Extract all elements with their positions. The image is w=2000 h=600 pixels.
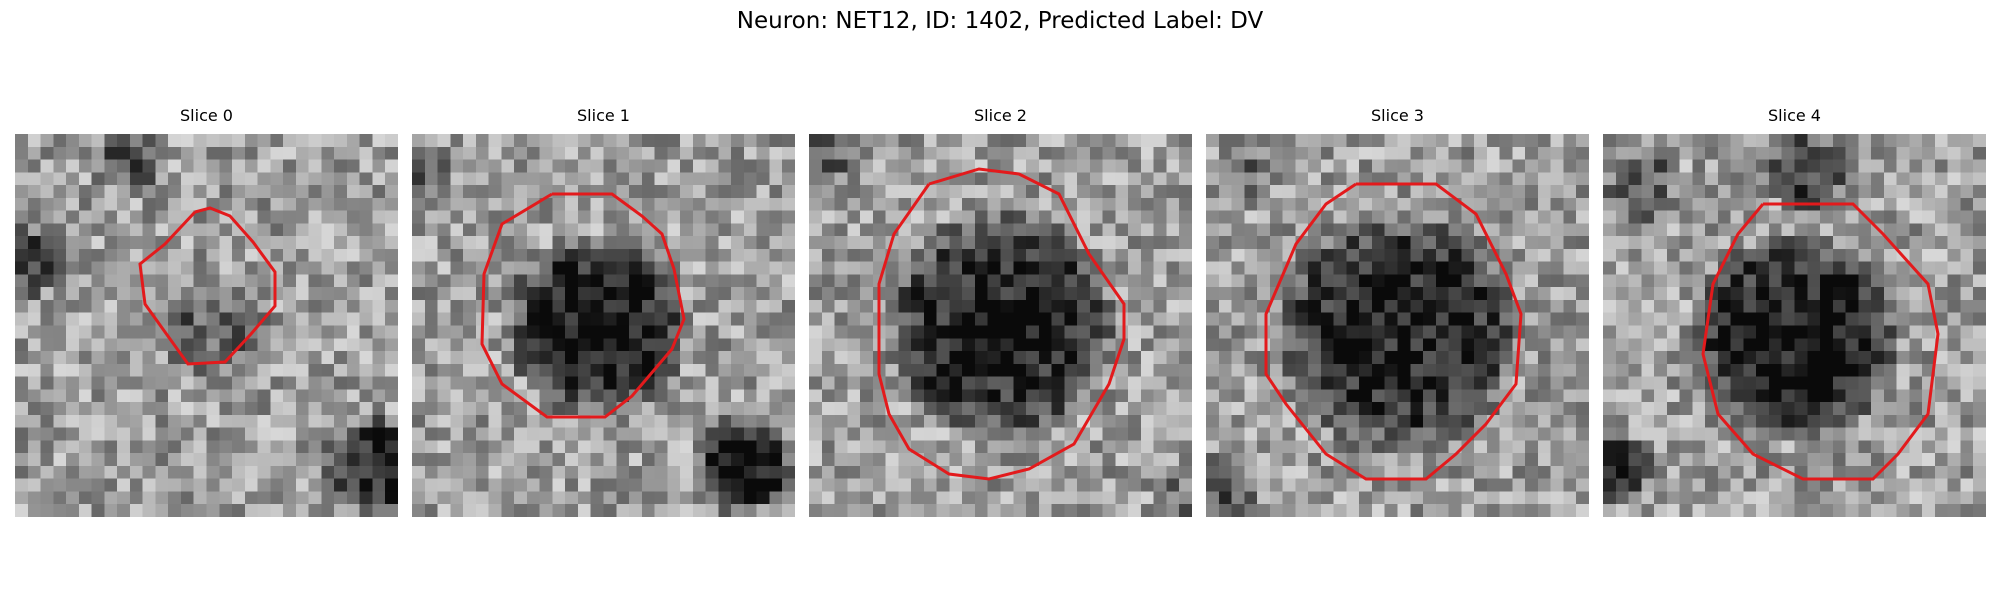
slice-contour-1 bbox=[480, 192, 686, 419]
slice-image-2 bbox=[809, 134, 1192, 517]
slice-title-3: Slice 3 bbox=[1371, 106, 1424, 125]
slice-title-0: Slice 0 bbox=[180, 106, 233, 125]
slice-title-4: Slice 4 bbox=[1768, 106, 1821, 125]
slice-image-4 bbox=[1603, 134, 1986, 517]
slice-panel-0: Slice 0 bbox=[15, 106, 398, 517]
slice-title-2: Slice 2 bbox=[974, 106, 1027, 125]
slice-panel-4: Slice 4 bbox=[1603, 106, 1986, 517]
figure-title: Neuron: NET12, ID: 1402, Predicted Label… bbox=[736, 8, 1264, 34]
slice-contour-2 bbox=[877, 167, 1126, 481]
slice-panel-2: Slice 2 bbox=[809, 106, 1192, 517]
slice-image-1 bbox=[412, 134, 795, 517]
slice-title-1: Slice 1 bbox=[577, 106, 630, 125]
slice-contour-3 bbox=[1264, 182, 1523, 481]
slice-panel-3: Slice 3 bbox=[1206, 106, 1589, 517]
slice-image-0 bbox=[15, 134, 398, 517]
slice-contour-0 bbox=[138, 206, 277, 366]
slice-panel-1: Slice 1 bbox=[412, 106, 795, 517]
slice-contour-4 bbox=[1701, 202, 1940, 481]
slice-image-3 bbox=[1206, 134, 1589, 517]
